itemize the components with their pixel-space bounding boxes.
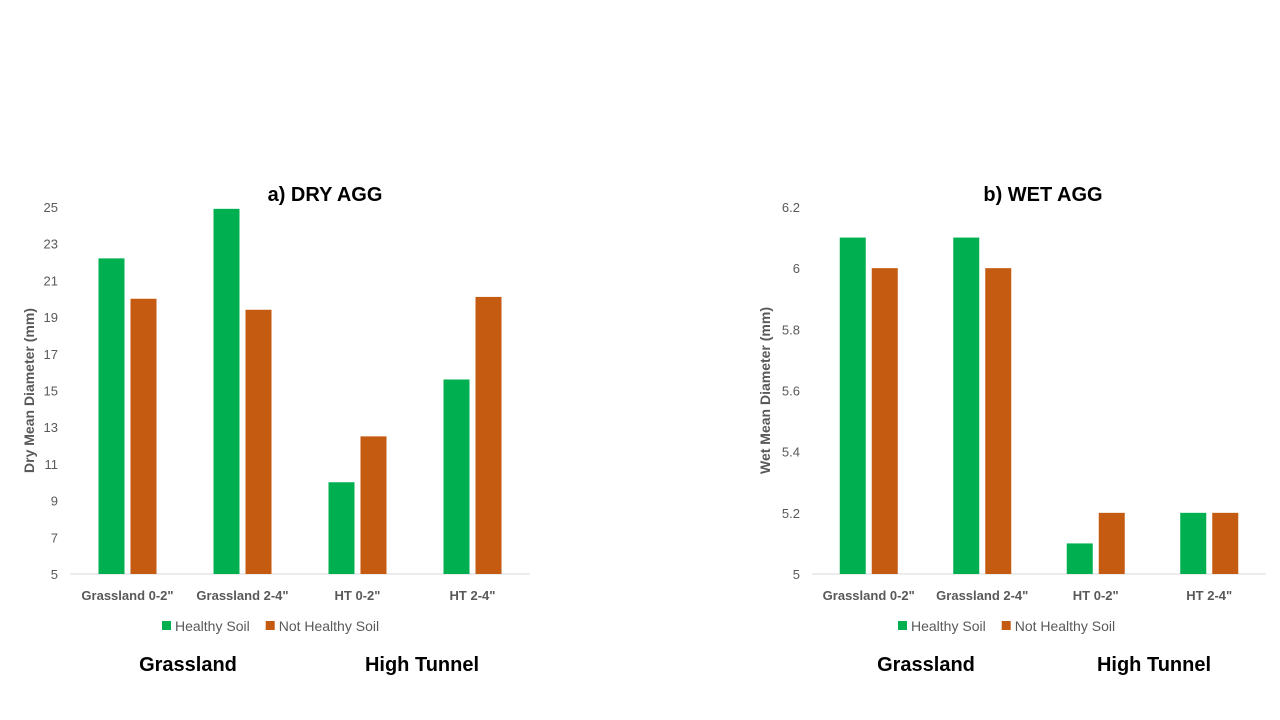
y-tick-label: 23 (44, 237, 58, 252)
legend-swatch (162, 621, 171, 630)
legend-entry: Not Healthy Soil (1015, 618, 1115, 634)
x-category-label: HT 2-4" (450, 588, 496, 603)
y-tick-label: 6 (793, 261, 800, 276)
wet-agg-chart: b) WET AGG Wet Mean Diameter (mm) 5 5.2 5.4 5… (640, 0, 1280, 720)
dry-agg-chart-svg: a) DRY AGG Dry Mean Diameter (mm) 5 7 9 11 13 1… (21, 184, 530, 676)
group-label: Grassland (877, 654, 975, 676)
x-category-label: Grassland 0-2" (81, 588, 173, 603)
bar (871, 268, 898, 574)
bar (1098, 512, 1125, 574)
y-tick-label: 7 (51, 530, 58, 545)
bar (953, 237, 980, 575)
y-axis-title: Dry Mean Diameter (mm) (21, 308, 37, 473)
bar (443, 379, 470, 574)
y-tick-label: 25 (44, 200, 58, 215)
bar (839, 237, 866, 575)
legend-entry: Healthy Soil (175, 618, 250, 634)
x-category-label: HT 0-2" (1073, 588, 1119, 603)
group-label: High Tunnel (1097, 654, 1211, 676)
bar (98, 258, 125, 574)
bar (328, 482, 355, 574)
bar (1066, 543, 1093, 574)
x-category-label: HT 0-2" (335, 588, 381, 603)
bar (360, 436, 387, 574)
chart-title: a) DRY AGG (268, 184, 383, 206)
y-tick-label: 5.8 (782, 322, 800, 337)
x-category-label: Grassland 2-4" (196, 588, 288, 603)
wet-agg-chart-svg: b) WET AGG Wet Mean Diameter (mm) 5 5.2 5.4 5… (757, 184, 1266, 676)
bar (130, 298, 157, 574)
bar (985, 268, 1012, 574)
x-category-label: Grassland 2-4" (936, 588, 1028, 603)
y-tick-label: 13 (44, 420, 58, 435)
bar (213, 208, 240, 574)
y-tick-label: 5 (51, 567, 58, 582)
y-tick-label: 11 (45, 457, 59, 472)
y-tick-label: 9 (51, 494, 58, 509)
y-tick-label: 5 (793, 567, 800, 582)
legend-entry: Not Healthy Soil (279, 618, 379, 634)
x-category-label: Grassland 0-2" (823, 588, 915, 603)
y-tick-label: 17 (44, 347, 58, 362)
chart-title: b) WET AGG (983, 184, 1102, 206)
y-tick-label: 5.4 (782, 445, 800, 460)
legend-swatch (265, 621, 275, 630)
bar (1212, 512, 1239, 574)
y-tick-label: 21 (44, 273, 58, 288)
y-tick-label: 5.6 (782, 384, 800, 399)
legend-swatch (1001, 621, 1011, 630)
dry-agg-chart: a) DRY AGG Dry Mean Diameter (mm) 5 7 9 11 13 1… (21, 184, 530, 676)
x-category-label: HT 2-4" (1186, 588, 1232, 603)
group-label: High Tunnel (365, 654, 479, 676)
y-tick-label: 19 (44, 310, 58, 325)
y-tick-label: 6.2 (782, 200, 800, 215)
group-label: Grassland (139, 654, 237, 676)
bar (245, 309, 272, 574)
y-tick-label: 15 (44, 384, 58, 399)
y-axis-title: Wet Mean Diameter (mm) (757, 307, 773, 474)
legend-swatch (898, 621, 907, 630)
bar (1180, 512, 1207, 574)
y-tick-label: 5.2 (782, 506, 800, 521)
bar (475, 296, 502, 574)
legend-entry: Healthy Soil (911, 618, 986, 634)
